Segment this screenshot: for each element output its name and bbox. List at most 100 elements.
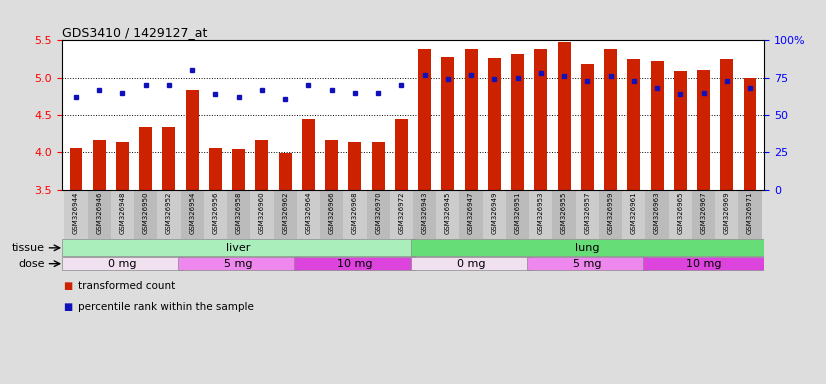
Bar xyxy=(720,59,733,190)
Bar xyxy=(204,190,227,239)
Text: GSM326945: GSM326945 xyxy=(445,191,451,234)
Bar xyxy=(209,148,222,190)
Text: GSM326950: GSM326950 xyxy=(143,191,149,234)
Text: GSM326957: GSM326957 xyxy=(584,191,591,234)
Bar xyxy=(576,190,599,239)
Text: GSM326963: GSM326963 xyxy=(654,191,660,234)
Bar xyxy=(186,89,198,190)
Bar xyxy=(349,142,361,190)
Text: lung: lung xyxy=(575,243,600,253)
Bar xyxy=(111,190,134,239)
Text: GSM326959: GSM326959 xyxy=(608,191,614,234)
Bar xyxy=(344,190,367,239)
Bar xyxy=(320,190,344,239)
Bar xyxy=(250,190,273,239)
Text: 0 mg: 0 mg xyxy=(108,259,136,269)
Text: 5 mg: 5 mg xyxy=(225,259,253,269)
Bar xyxy=(674,71,686,190)
Text: 10 mg: 10 mg xyxy=(686,259,721,269)
Bar xyxy=(372,142,385,190)
Bar xyxy=(395,119,408,190)
Bar xyxy=(413,190,436,239)
Bar xyxy=(692,190,715,239)
Text: GSM326953: GSM326953 xyxy=(538,191,544,234)
Bar xyxy=(178,257,299,270)
Bar xyxy=(715,190,738,239)
Text: GSM326948: GSM326948 xyxy=(120,191,126,234)
Text: percentile rank within the sample: percentile rank within the sample xyxy=(78,302,254,312)
Text: tissue: tissue xyxy=(12,243,45,253)
Bar xyxy=(62,239,415,256)
Bar xyxy=(465,49,477,190)
Bar xyxy=(622,190,645,239)
Text: GSM326944: GSM326944 xyxy=(73,191,79,234)
Bar xyxy=(294,257,415,270)
Text: GSM326972: GSM326972 xyxy=(398,191,405,234)
Bar xyxy=(604,49,617,190)
Bar xyxy=(482,190,506,239)
Text: GDS3410 / 1429127_at: GDS3410 / 1429127_at xyxy=(62,26,207,39)
Bar xyxy=(273,190,297,239)
Bar xyxy=(418,49,431,190)
Bar xyxy=(157,190,181,239)
Text: GSM326958: GSM326958 xyxy=(235,191,242,234)
Text: GSM326946: GSM326946 xyxy=(96,191,102,234)
Bar xyxy=(436,190,459,239)
Text: GSM326952: GSM326952 xyxy=(166,191,172,234)
Bar xyxy=(738,190,762,239)
Bar xyxy=(697,70,710,190)
Text: GSM326970: GSM326970 xyxy=(375,191,381,234)
Text: GSM326956: GSM326956 xyxy=(212,191,218,234)
Text: GSM326960: GSM326960 xyxy=(259,191,265,234)
Bar xyxy=(181,190,204,239)
Bar xyxy=(441,57,454,190)
Bar xyxy=(581,64,594,190)
Text: liver: liver xyxy=(226,243,251,253)
Bar xyxy=(278,153,292,190)
Bar xyxy=(227,190,250,239)
Bar xyxy=(93,140,106,190)
Text: GSM326955: GSM326955 xyxy=(561,191,567,234)
Text: GSM326947: GSM326947 xyxy=(468,191,474,234)
Bar xyxy=(669,190,692,239)
Bar xyxy=(134,190,157,239)
Bar xyxy=(411,239,764,256)
Text: GSM326951: GSM326951 xyxy=(515,191,520,234)
Text: ■: ■ xyxy=(64,302,73,312)
Bar xyxy=(140,127,152,190)
Text: GSM326971: GSM326971 xyxy=(747,191,753,234)
Bar xyxy=(459,190,482,239)
Bar xyxy=(390,190,413,239)
Text: GSM326962: GSM326962 xyxy=(282,191,288,234)
Bar xyxy=(488,58,501,190)
Bar xyxy=(325,140,338,190)
Text: 10 mg: 10 mg xyxy=(337,259,373,269)
Bar xyxy=(506,190,529,239)
Bar xyxy=(558,42,571,190)
Bar xyxy=(743,78,757,190)
Bar xyxy=(534,49,548,190)
Bar xyxy=(527,257,648,270)
Bar xyxy=(643,257,764,270)
Text: GSM326954: GSM326954 xyxy=(189,191,195,234)
Text: 5 mg: 5 mg xyxy=(573,259,601,269)
Text: GSM326949: GSM326949 xyxy=(491,191,497,234)
Bar xyxy=(511,54,524,190)
Text: GSM326965: GSM326965 xyxy=(677,191,683,234)
Bar xyxy=(62,257,183,270)
Text: GSM326961: GSM326961 xyxy=(631,191,637,234)
Bar xyxy=(628,59,640,190)
Text: GSM326966: GSM326966 xyxy=(329,191,335,234)
Bar xyxy=(529,190,553,239)
Text: GSM326969: GSM326969 xyxy=(724,191,730,234)
Text: GSM326943: GSM326943 xyxy=(421,191,428,234)
Text: 0 mg: 0 mg xyxy=(457,259,486,269)
Bar xyxy=(64,190,88,239)
Bar xyxy=(411,257,532,270)
Bar xyxy=(645,190,669,239)
Text: GSM326968: GSM326968 xyxy=(352,191,358,234)
Text: ■: ■ xyxy=(64,281,73,291)
Text: GSM326964: GSM326964 xyxy=(306,191,311,234)
Text: dose: dose xyxy=(18,259,45,269)
Bar xyxy=(297,190,320,239)
